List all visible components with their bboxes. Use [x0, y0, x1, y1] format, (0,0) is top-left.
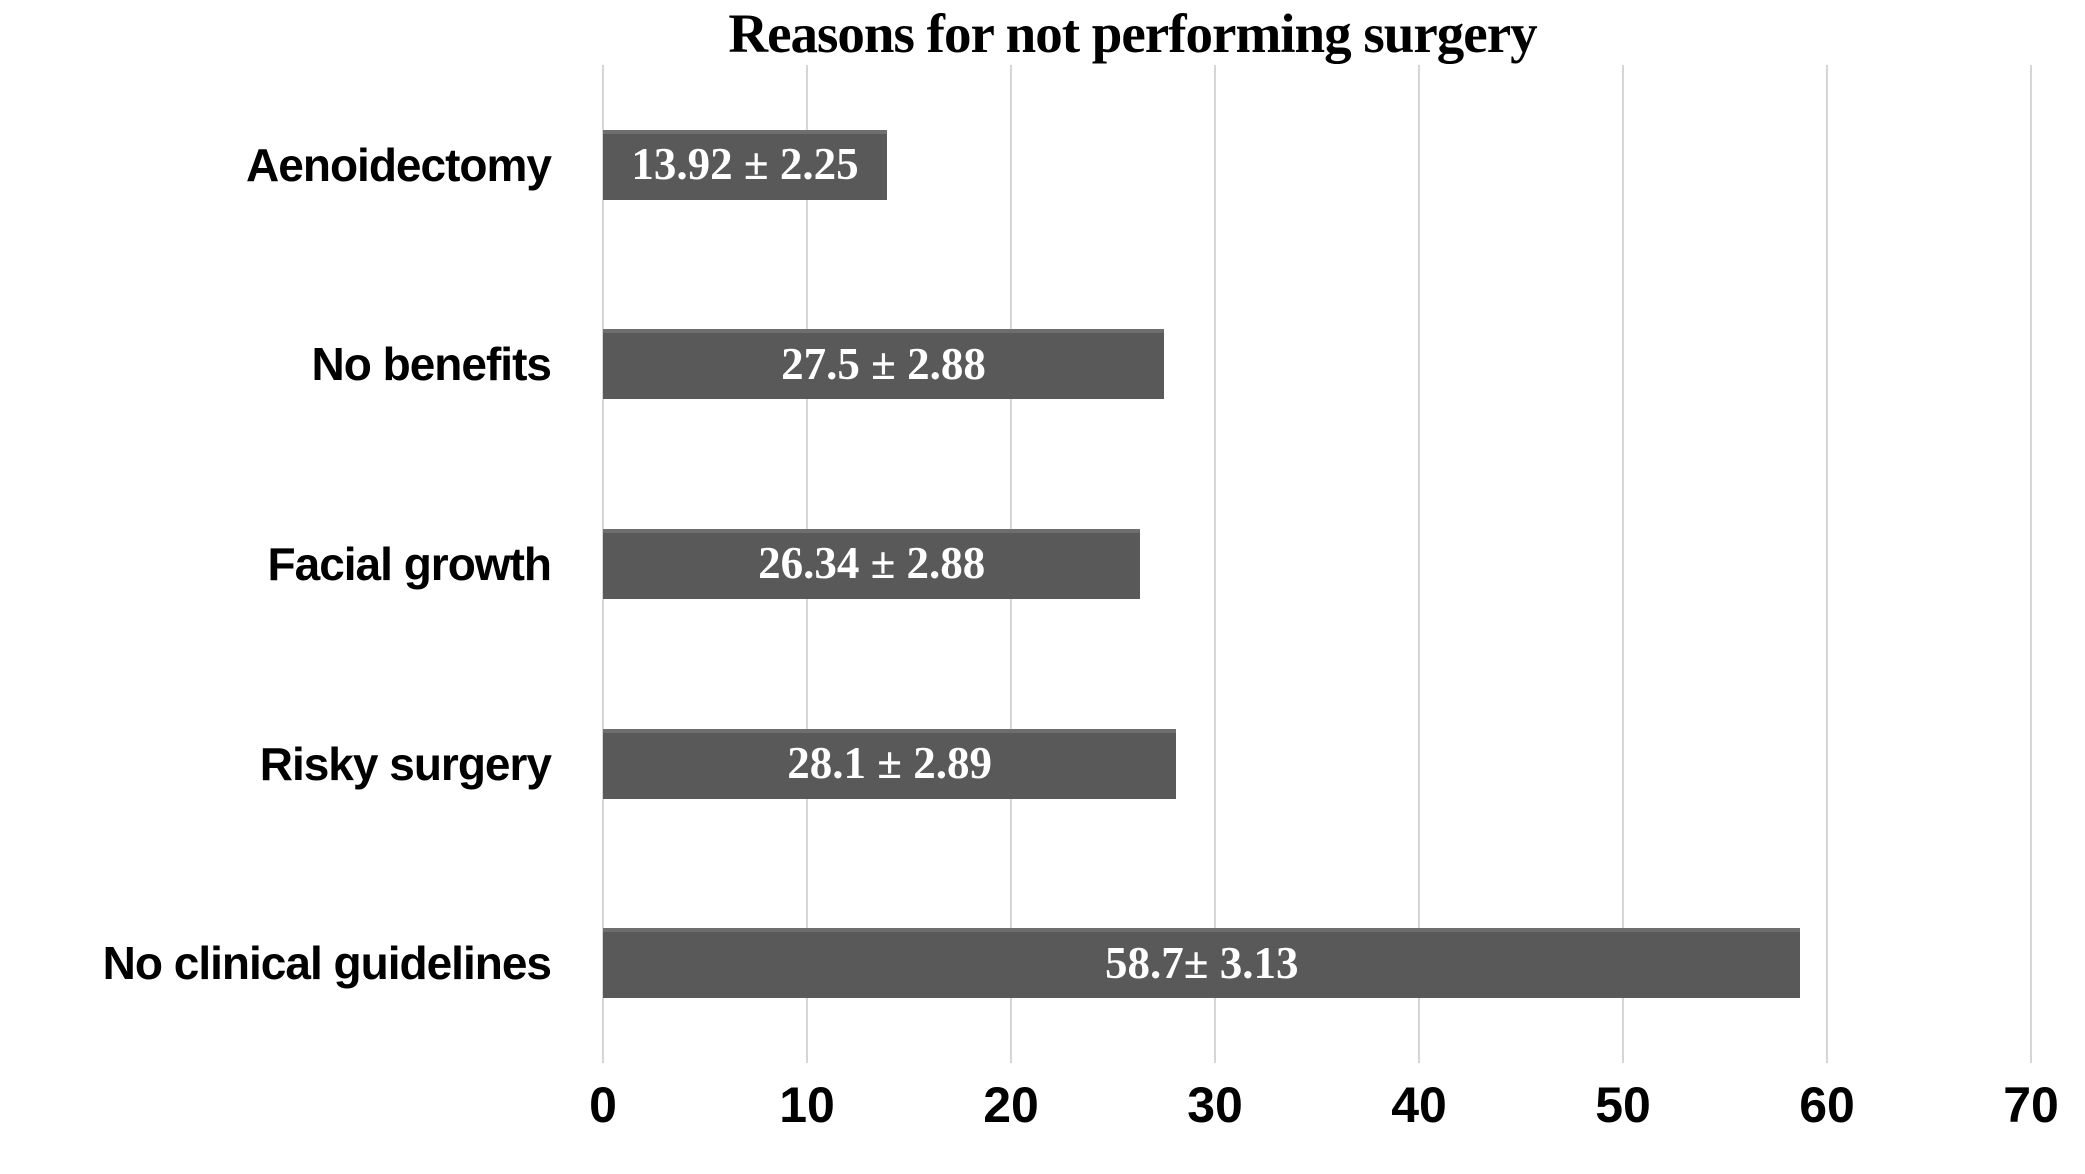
category-label: Facial growth: [267, 537, 552, 590]
bar-value-label: 13.92 ± 2.25: [631, 139, 859, 190]
gridline: [1826, 65, 1828, 1063]
chart-title: Reasons for not performing surgery: [728, 3, 1537, 64]
gridline: [2030, 65, 2032, 1063]
bar-value-label: 26.34 ± 2.88: [758, 538, 986, 589]
category-label: No benefits: [311, 338, 552, 391]
x-tick-label: 40: [1391, 1077, 1447, 1133]
bar-rows: 13.92 ± 2.25 27.5 ± 2.88 26.34 ± 2.88 28…: [603, 65, 2031, 1063]
x-tick-label: 70: [2003, 1077, 2059, 1133]
bar: 27.5 ± 2.88: [603, 329, 1164, 400]
x-tick-label: 30: [1187, 1077, 1243, 1133]
bar: 28.1 ± 2.89: [603, 728, 1177, 799]
chart-row: 58.7± 3.13: [603, 863, 2031, 1063]
chart-row: 13.92 ± 2.25: [603, 65, 2031, 265]
gridline: [1214, 65, 1216, 1063]
chart-row: 27.5 ± 2.88: [603, 265, 2031, 465]
x-tick-label: 0: [589, 1077, 617, 1133]
chart-row: 28.1 ± 2.89: [603, 664, 2031, 864]
x-tick-label: 10: [779, 1077, 835, 1133]
plot-area: 13.92 ± 2.25 27.5 ± 2.88 26.34 ± 2.88 28…: [602, 65, 2032, 1063]
y-axis-category-labels: Aenoidectomy No benefits Facial growth R…: [0, 65, 577, 1063]
x-tick-label: 60: [1799, 1077, 1855, 1133]
bar: 58.7± 3.13: [603, 928, 1801, 999]
x-axis-ticks: 0 10 20 30 40 50 60 70: [589, 1077, 2059, 1158]
bar: 26.34 ± 2.88: [603, 528, 1141, 599]
bar-value-label: 58.7± 3.13: [1105, 937, 1299, 988]
bar-value-label: 28.1 ± 2.89: [787, 738, 992, 789]
x-tick-label: 50: [1595, 1077, 1651, 1133]
gridline: [1418, 65, 1420, 1063]
category-label: No clinical guidelines: [102, 937, 552, 990]
bar-value-label: 27.5 ± 2.88: [781, 338, 986, 389]
chart-row: 26.34 ± 2.88: [603, 464, 2031, 664]
bar: 13.92 ± 2.25: [603, 129, 887, 200]
x-tick-label: 20: [983, 1077, 1039, 1133]
gridline: [1622, 65, 1624, 1063]
category-label: Risky surgery: [259, 737, 552, 790]
category-label: Aenoidectomy: [246, 138, 552, 191]
